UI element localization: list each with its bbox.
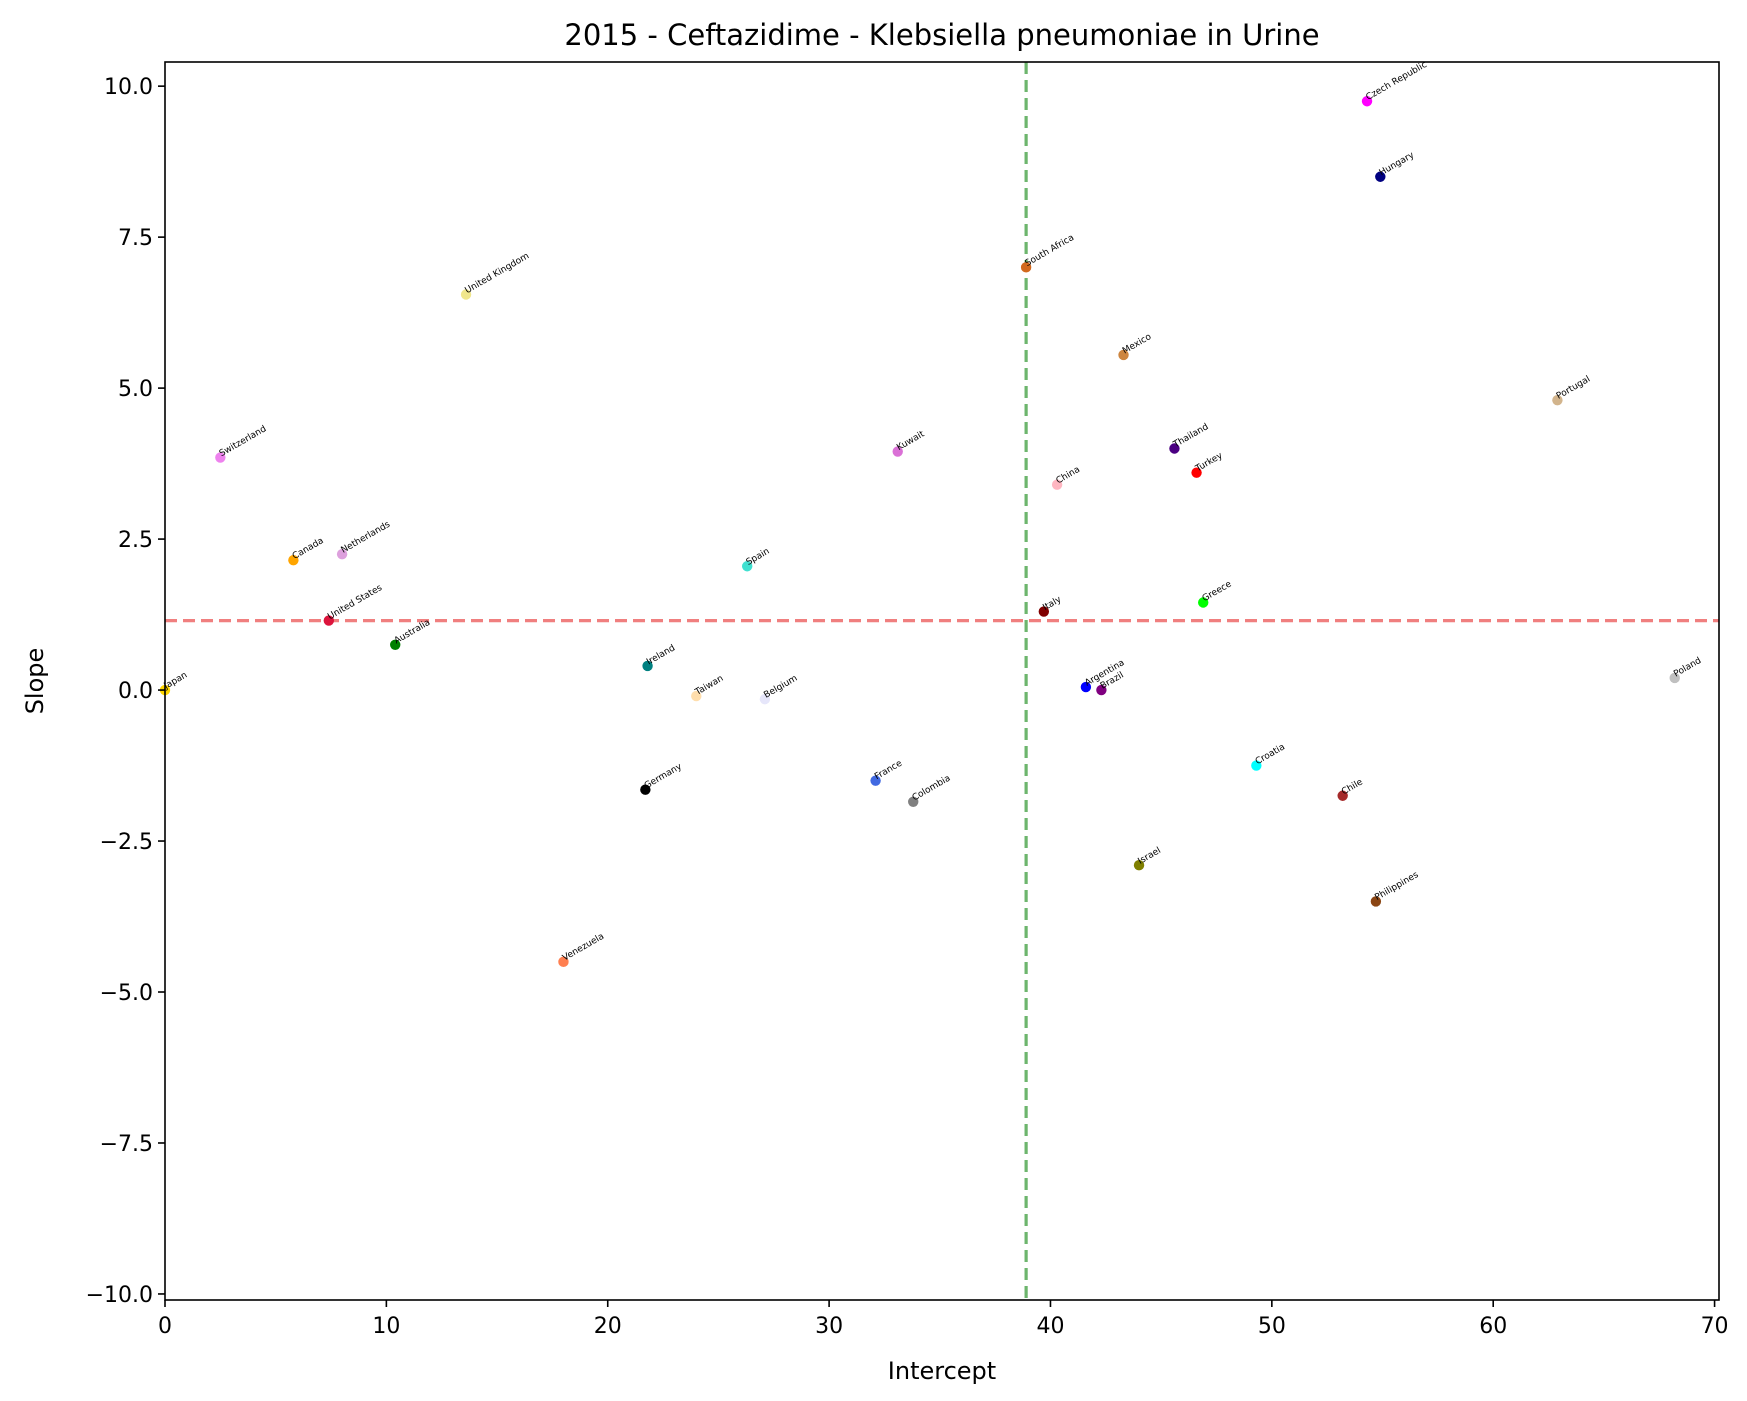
y-axis: −10.0 −7.5 −5.0 −2.5 0.0 2.5 5.0 7.5 10.0	[86, 75, 165, 1308]
data-point	[759, 693, 771, 705]
y-tick-label: 2.5	[118, 528, 153, 553]
data-point	[741, 561, 753, 572]
x-axis-title: Intercept	[888, 1357, 996, 1385]
data-point	[1051, 479, 1063, 490]
x-tick-label: 50	[1258, 1314, 1286, 1339]
data-point	[1375, 171, 1386, 182]
data-point	[1669, 672, 1680, 684]
data-point	[908, 796, 919, 807]
data-point	[1133, 859, 1145, 871]
x-tick-label: 40	[1036, 1314, 1064, 1339]
x-tick-label: 20	[594, 1314, 622, 1339]
data-point	[390, 639, 401, 650]
data-point	[1191, 467, 1202, 478]
y-tick-label: −7.5	[100, 1132, 153, 1157]
chart-title: 2015 - Ceftazidime - Klebsiella pneumoni…	[564, 18, 1319, 52]
data-point	[215, 452, 226, 463]
data-point	[558, 956, 569, 968]
y-tick-label: 0.0	[118, 679, 153, 704]
data-points	[159, 96, 1680, 968]
data-point	[1080, 681, 1092, 693]
data-point	[892, 446, 903, 457]
y-tick-label: 10.0	[104, 75, 153, 100]
data-point	[1251, 760, 1262, 771]
data-point	[288, 555, 299, 566]
data-point	[642, 660, 653, 672]
x-tick-label: 70	[1701, 1314, 1729, 1339]
data-point	[336, 548, 348, 560]
data-point	[1552, 394, 1563, 406]
y-tick-label: 7.5	[118, 226, 153, 251]
data-point	[323, 615, 335, 626]
data-point	[1096, 684, 1107, 696]
y-tick-label: 5.0	[118, 377, 153, 402]
x-tick-label: 60	[1479, 1314, 1507, 1339]
y-tick-label: −5.0	[100, 981, 153, 1006]
data-point	[1337, 790, 1348, 801]
data-point	[1169, 443, 1180, 454]
data-point	[1038, 606, 1050, 617]
x-tick-label: 10	[372, 1314, 400, 1339]
y-axis-title: Slope	[21, 648, 49, 715]
data-point	[1370, 896, 1382, 907]
data-point	[1118, 349, 1129, 361]
data-point	[460, 289, 472, 300]
data-point	[1198, 597, 1209, 608]
x-tick-label: 30	[815, 1314, 843, 1339]
plot-frame	[164, 61, 1720, 1301]
data-point	[870, 775, 881, 786]
data-point	[640, 784, 651, 795]
data-point	[1361, 96, 1373, 107]
y-tick-label: −10.0	[86, 1283, 153, 1308]
y-tick-label: −2.5	[100, 830, 153, 855]
data-point	[691, 690, 702, 702]
data-point	[1020, 262, 1032, 273]
x-axis: 0 10 20 30 40 50 60 70	[158, 1300, 1729, 1339]
x-tick-label: 0	[158, 1314, 172, 1339]
